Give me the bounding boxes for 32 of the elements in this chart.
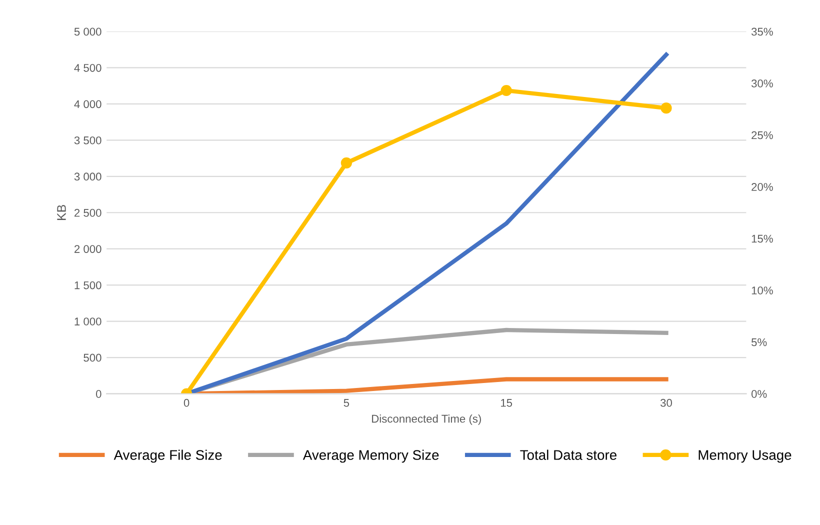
legend-label: Memory Usage [698, 450, 792, 463]
y-tick-label: 0 [96, 390, 102, 398]
y2-tick-label: 15% [752, 234, 773, 243]
y-tick-label: 2 000 [74, 245, 102, 253]
point [340, 157, 352, 168]
y-tick-label: 500 [84, 354, 102, 362]
y-tick-label: 3 000 [74, 172, 102, 181]
y-axis-title: KB [57, 204, 66, 220]
point [660, 102, 672, 114]
x-tick-label: 30 [660, 398, 672, 407]
y-tick-label: 5 000 [74, 28, 102, 36]
legend-label: Average File Size [114, 450, 222, 463]
x-tick-label: 5 [344, 399, 350, 407]
y2-tick-label: 35% [751, 28, 773, 36]
y-tick-label: 1 000 [74, 318, 102, 326]
y-tick-label: 3 500 [74, 136, 102, 144]
y2-tick-label: 25% [752, 131, 773, 140]
legend-label: Total Data store [520, 450, 616, 460]
y-tick-label: 2 500 [74, 208, 102, 217]
x-axis-title: Disconnected Time (s) [372, 414, 481, 425]
y2-tick-label: 0% [751, 390, 767, 398]
x-tick-label: 15 [501, 399, 512, 407]
legend-label: Average Memory Size [302, 450, 439, 463]
point [500, 84, 512, 96]
y2-tick-label: 20% [752, 183, 773, 191]
x-tick-label: 0 [184, 398, 190, 407]
y2-tick-label: 30% [751, 80, 773, 88]
y2-tick-label: 10% [752, 286, 773, 294]
y-tick-label: 1 500 [74, 281, 102, 290]
y2-tick-label: 5% [752, 338, 767, 346]
y-tick-label: 4 500 [74, 64, 102, 72]
y-tick-label: 4 000 [74, 100, 102, 108]
